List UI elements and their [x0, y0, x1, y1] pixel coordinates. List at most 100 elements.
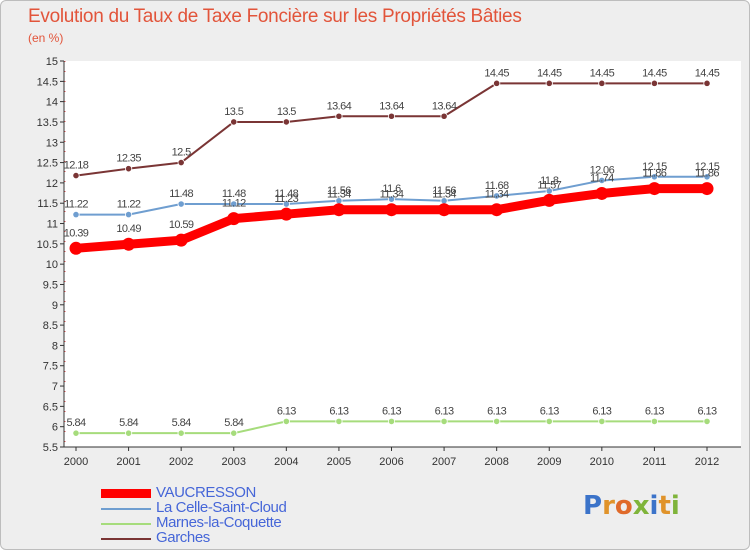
data-label: 11.74 — [590, 172, 614, 184]
data-label: 11.23 — [274, 193, 298, 205]
y-tick-label: 8.5 — [43, 320, 58, 332]
data-point — [72, 171, 80, 180]
series-garches — [72, 79, 711, 180]
legend-swatch — [101, 508, 151, 510]
data-point — [703, 417, 711, 426]
data-label: 14.45 — [695, 67, 720, 79]
logo-letter: P — [583, 491, 603, 521]
y-tick-label: 12 — [46, 178, 58, 190]
data-point — [387, 417, 396, 426]
logo-letter: x — [632, 491, 650, 521]
y-tick-label: 14 — [46, 97, 58, 109]
data-point — [647, 182, 661, 196]
x-tick-label: 2003 — [222, 456, 246, 468]
x-tick-label: 2008 — [484, 456, 508, 468]
x-tick-label: 2009 — [537, 456, 561, 468]
data-label: 13.64 — [379, 100, 404, 112]
data-label: 12.06 — [590, 164, 615, 176]
y-tick-label: 13 — [46, 137, 58, 149]
data-point — [387, 112, 396, 120]
data-label: 5.84 — [119, 417, 138, 429]
data-label: 11.12 — [222, 198, 246, 210]
legend-swatch — [101, 489, 151, 498]
data-point — [440, 112, 448, 120]
data-point — [332, 203, 346, 217]
y-tick-label: 8 — [52, 340, 58, 352]
x-tick-label: 2007 — [432, 456, 456, 468]
data-label: 11.86 — [695, 168, 719, 180]
data-point — [335, 112, 343, 120]
data-point — [490, 203, 504, 217]
data-point — [124, 429, 133, 437]
data-label: 11.6 — [382, 183, 401, 195]
data-point — [703, 79, 711, 87]
data-label: 6.13 — [697, 405, 716, 417]
data-label: 11.56 — [432, 185, 456, 197]
data-label: 11.68 — [485, 180, 509, 192]
data-label: 11.22 — [117, 199, 141, 211]
data-point — [595, 186, 609, 200]
series-la-celle-saint-cloud — [72, 173, 711, 219]
data-label: 5.84 — [224, 417, 243, 429]
data-label: 10.59 — [169, 219, 194, 231]
data-point — [703, 173, 711, 181]
data-point — [174, 233, 188, 247]
y-tick-label: 9.5 — [43, 279, 58, 291]
unit-label: (en %) — [28, 31, 64, 45]
data-label: 6.13 — [592, 405, 611, 417]
x-tick-label: 2006 — [379, 456, 403, 468]
y-tick-label: 12.5 — [37, 158, 58, 170]
y-tick-label: 11.5 — [37, 198, 58, 210]
series-vaucresson — [69, 182, 714, 255]
logo-letter: r — [602, 491, 615, 521]
y-tick-label: 14.5 — [37, 76, 58, 88]
data-label: 11.34 — [327, 189, 351, 201]
data-point — [282, 200, 290, 208]
data-point — [177, 429, 185, 437]
legend-swatch — [101, 538, 151, 540]
logo-letter: t — [658, 491, 671, 521]
data-point — [545, 79, 553, 87]
x-tick-label: 2005 — [327, 456, 351, 468]
x-tick-label: 2001 — [116, 456, 140, 468]
data-point — [700, 182, 714, 196]
data-point — [72, 210, 80, 219]
data-label: 14.45 — [537, 67, 562, 79]
data-label: 12.5 — [172, 147, 191, 159]
data-label: 11.48 — [274, 188, 298, 200]
legend-label: Marnes-la-Coquette — [156, 514, 282, 531]
data-label: 6.13 — [540, 405, 559, 417]
data-label: 14.45 — [484, 67, 509, 79]
data-label: 11.86 — [643, 168, 667, 180]
data-point — [545, 417, 553, 426]
x-tick-label: 2012 — [695, 456, 719, 468]
data-label: 10.49 — [116, 223, 141, 235]
data-label: 11.34 — [380, 189, 404, 201]
data-point — [230, 200, 238, 208]
data-label: 5.84 — [172, 417, 191, 429]
data-point — [493, 192, 501, 200]
data-point — [437, 203, 451, 217]
plot-area — [64, 61, 741, 447]
data-point — [387, 195, 396, 203]
chart-title: Evolution du Taux de Taxe Foncière sur l… — [28, 6, 522, 27]
data-point — [598, 417, 606, 426]
data-point — [493, 417, 501, 426]
data-point — [335, 417, 343, 426]
data-label: 14.45 — [642, 67, 667, 79]
data-label: 12.18 — [64, 160, 89, 172]
data-label: 13.5 — [277, 106, 296, 118]
series-marnes-la-coquette — [72, 417, 711, 437]
data-point — [598, 79, 606, 87]
data-label: 12.15 — [642, 161, 667, 173]
data-point — [542, 193, 556, 207]
legend-swatch — [101, 523, 151, 525]
y-tick-label: 9 — [52, 300, 58, 312]
x-tick-label: 2000 — [64, 456, 88, 468]
data-label: 12.35 — [116, 153, 141, 165]
data-label: 11.34 — [432, 189, 456, 201]
data-point — [385, 203, 398, 217]
x-tick-label: 2010 — [590, 456, 614, 468]
